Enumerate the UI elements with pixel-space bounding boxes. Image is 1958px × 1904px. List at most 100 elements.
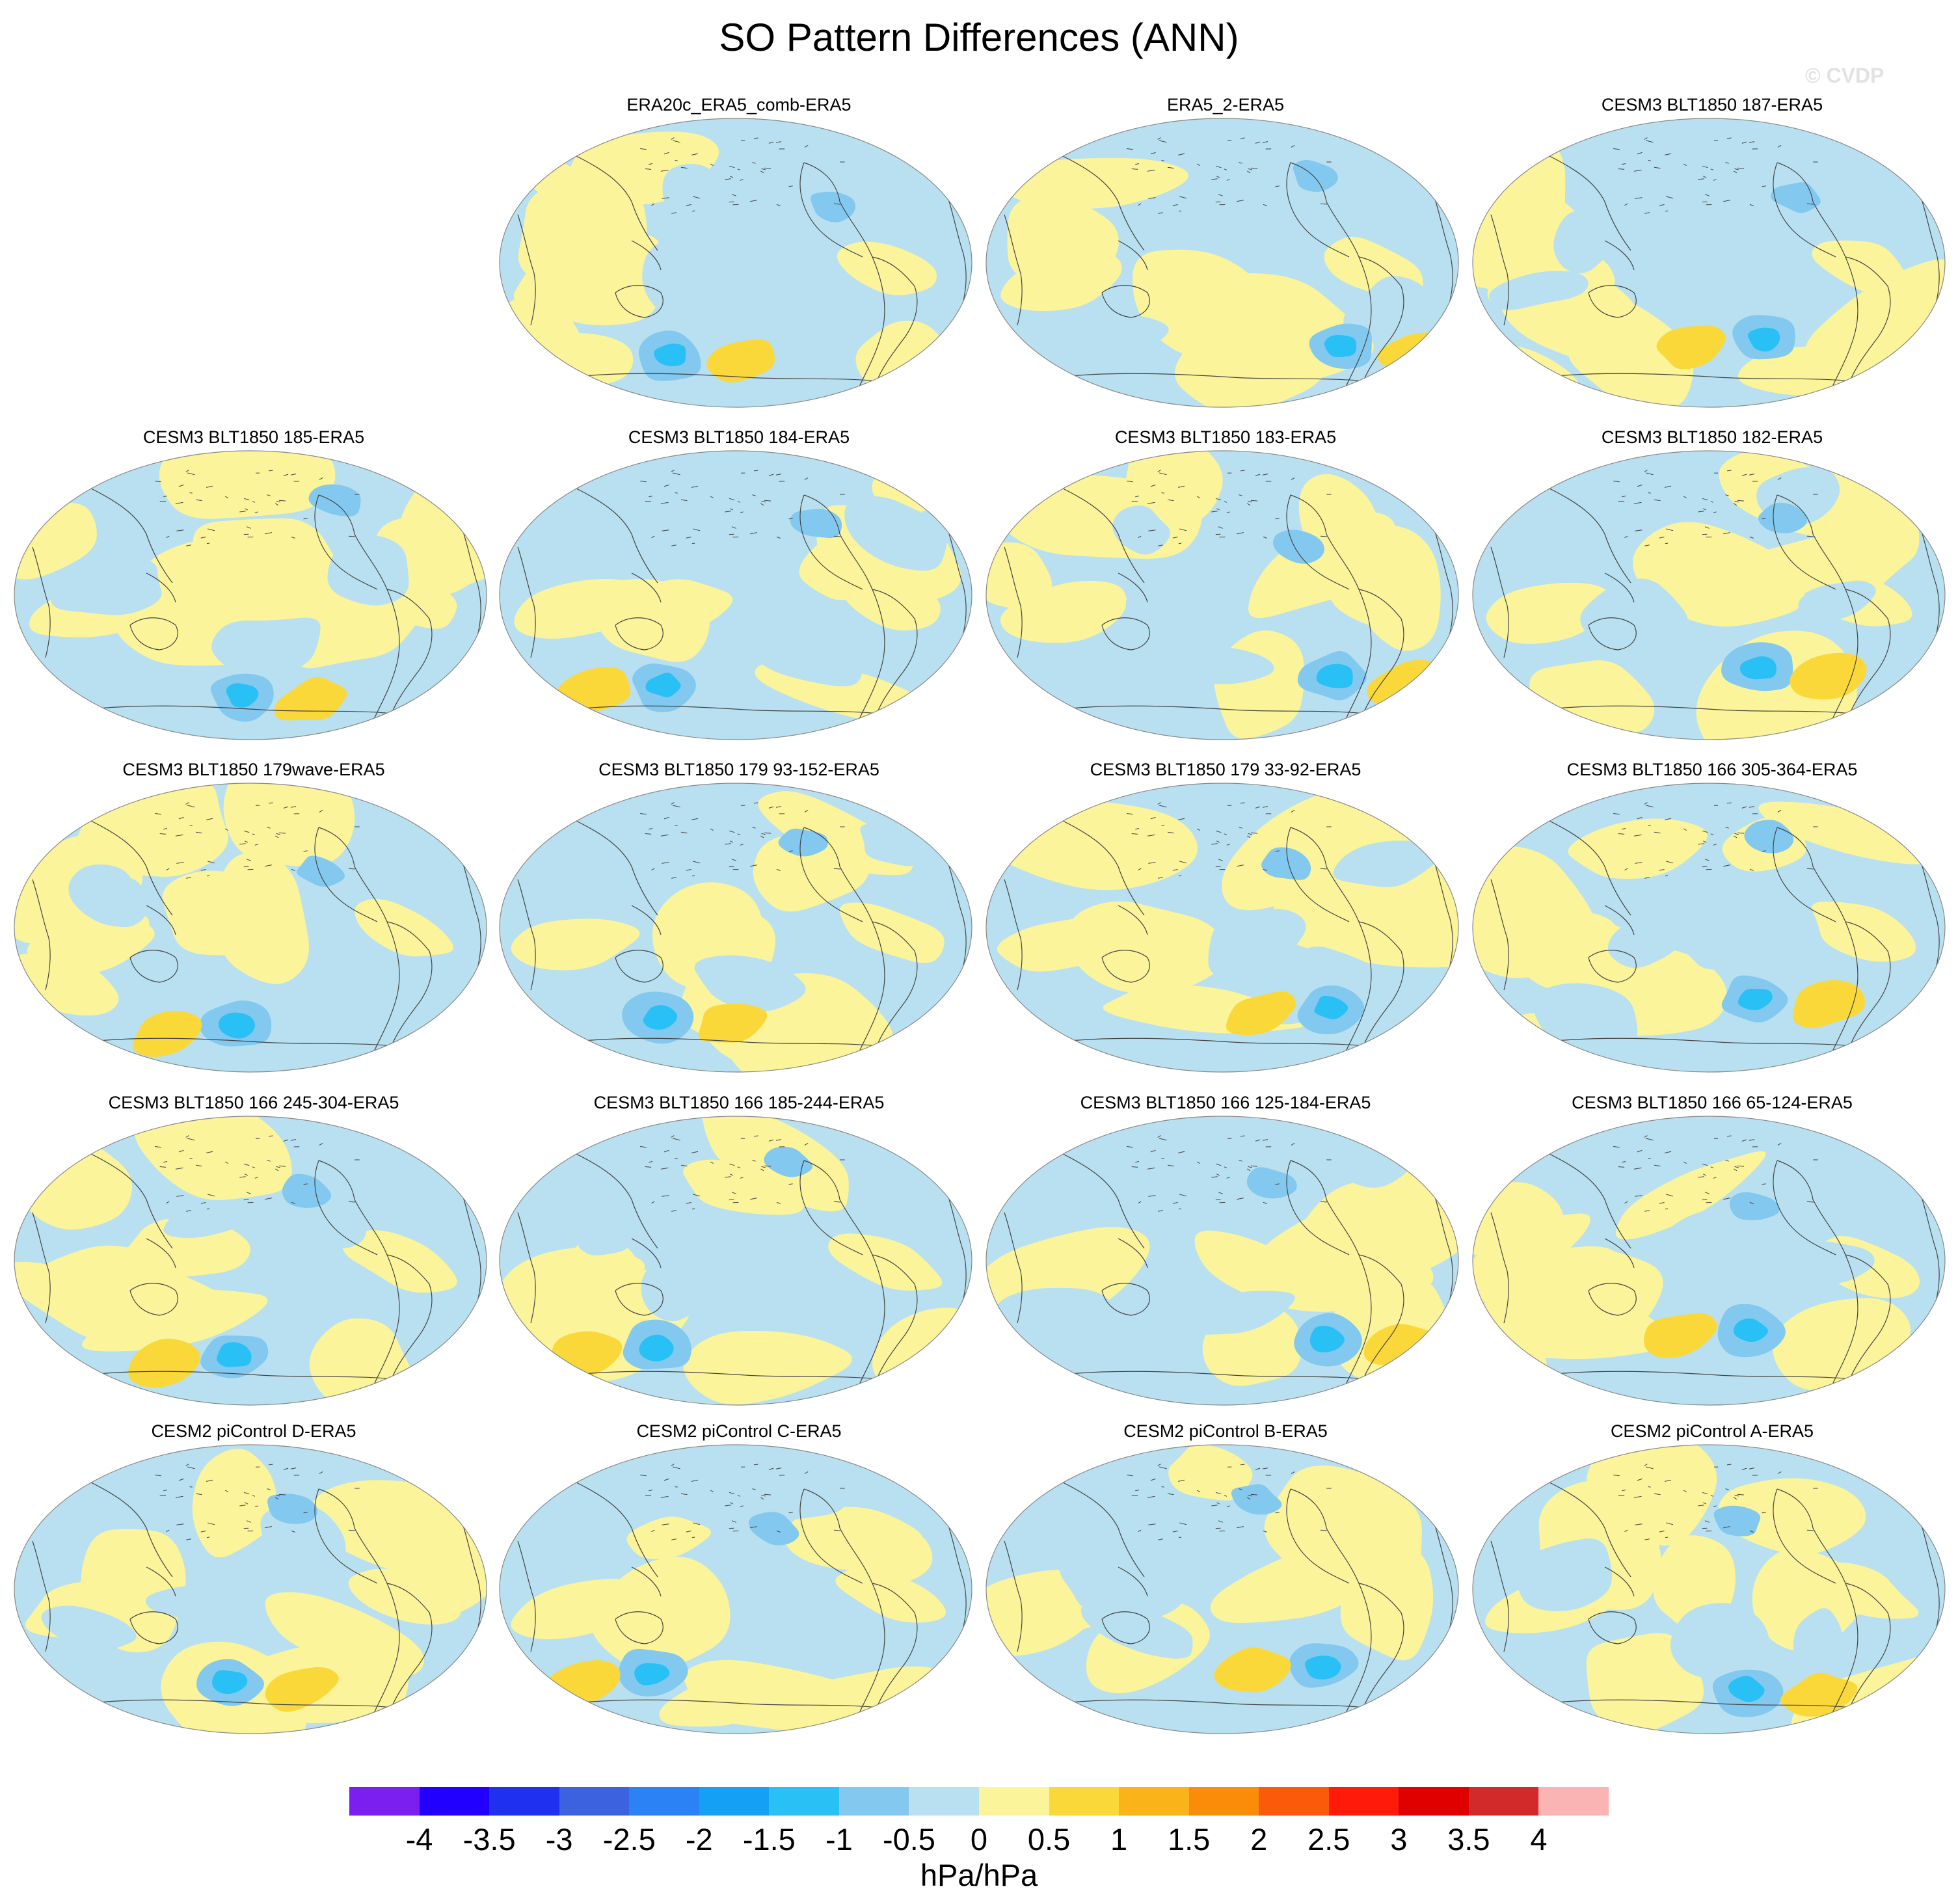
anomaly-region xyxy=(1643,1313,1717,1358)
anomaly-region xyxy=(1553,211,1615,274)
anomaly-region xyxy=(1616,1151,1766,1240)
anomaly-region xyxy=(1324,335,1357,358)
map-panel: CESM3 BLT1850 187-ERA5 xyxy=(1471,94,1953,419)
anomaly-region xyxy=(1518,1538,1613,1611)
anomaly-region xyxy=(1587,1445,1717,1546)
anomaly-region xyxy=(274,677,347,721)
anomaly-region xyxy=(837,241,937,295)
colorbar-swatch xyxy=(629,1787,700,1816)
anomaly-region xyxy=(645,673,681,697)
robinson-map xyxy=(499,1444,972,1734)
colorbar-tick-label: 4 xyxy=(1530,1822,1548,1857)
anomaly-region xyxy=(1793,980,1865,1028)
anomaly-region xyxy=(1729,1192,1780,1220)
map-panel: CESM3 BLT1850 166 245-304-ERA5 xyxy=(13,1092,494,1417)
colorbar-swatch xyxy=(1538,1787,1609,1816)
anomaly-region xyxy=(1194,1230,1346,1312)
anomaly-region xyxy=(662,163,720,235)
panel-title: CESM3 BLT1850 179 33-92-ERA5 xyxy=(1090,760,1361,779)
anomaly-region xyxy=(641,1259,704,1322)
panel-title: CESM3 BLT1850 166 185-244-ERA5 xyxy=(593,1093,885,1112)
anomaly-region xyxy=(1661,1208,1739,1259)
colorbar-swatch xyxy=(349,1787,420,1816)
robinson-map xyxy=(499,118,972,408)
anomaly-region xyxy=(997,914,1132,972)
map-panel: CESM2 piControl D-ERA5 xyxy=(13,1420,494,1745)
anomaly-region xyxy=(342,1230,457,1293)
map-panel: ERA5_2-ERA5 xyxy=(985,94,1466,419)
colorbar-swatch xyxy=(1188,1787,1259,1816)
anomaly-region xyxy=(282,1173,332,1208)
colorbar-swatch xyxy=(489,1787,560,1816)
anomaly-region xyxy=(626,1516,711,1559)
anomaly-region xyxy=(1670,1603,1771,1680)
robinson-map xyxy=(14,1444,487,1734)
anomaly-region xyxy=(1322,1567,1432,1621)
anomaly-region xyxy=(315,1192,367,1248)
anomaly-region xyxy=(839,572,941,631)
anomaly-region xyxy=(634,1663,670,1685)
anomaly-region xyxy=(748,1512,799,1546)
panel-title: CESM3 BLT1850 179 93-152-ERA5 xyxy=(598,760,879,779)
colorbar-tick-label: -2 xyxy=(685,1822,713,1857)
anomaly-region xyxy=(1231,1484,1282,1515)
robinson-map xyxy=(1472,118,1946,408)
map-panel: CESM2 piControl C-ERA5 xyxy=(498,1420,980,1745)
colorbar-swatch xyxy=(559,1787,630,1816)
colorbar-tick-label: 0.5 xyxy=(1027,1822,1071,1857)
anomaly-region xyxy=(828,1233,943,1291)
anomaly-region xyxy=(1739,656,1777,680)
map-panel: CESM3 BLT1850 179 93-152-ERA5 xyxy=(498,758,980,1084)
colorbar xyxy=(349,1787,1609,1816)
anomaly-region xyxy=(1758,502,1807,533)
colorbar-tick-label: 2 xyxy=(1250,1822,1268,1857)
robinson-map xyxy=(1472,1444,1946,1734)
robinson-map xyxy=(1472,450,1946,740)
anomaly-region xyxy=(1473,1246,1621,1306)
anomaly-region xyxy=(694,955,806,1012)
anomaly-region xyxy=(163,1200,245,1239)
panel-title: CESM3 BLT1850 166 305-364-ERA5 xyxy=(1566,760,1858,779)
map-panel: CESM2 piControl A-ERA5 xyxy=(1471,1420,1953,1745)
anomaly-region xyxy=(1486,582,1613,644)
anomaly-region xyxy=(639,1334,674,1361)
anomaly-region xyxy=(986,1249,1131,1305)
panel-title: CESM3 BLT1850 183-ERA5 xyxy=(1114,427,1337,447)
panel-title: CESM3 BLT1850 187-ERA5 xyxy=(1601,95,1823,114)
anomaly-region xyxy=(1728,1676,1765,1702)
robinson-map xyxy=(499,450,972,740)
colorbar-tick-label: -1 xyxy=(825,1822,853,1857)
anomaly-region xyxy=(1482,911,1618,976)
colorbar-swatch xyxy=(909,1787,980,1816)
anomaly-region xyxy=(1155,646,1274,684)
anomaly-region xyxy=(1815,1175,1912,1215)
colorbar-swatch xyxy=(1049,1787,1120,1816)
anomaly-region xyxy=(1060,1533,1186,1620)
anomaly-region xyxy=(265,1667,339,1712)
anomaly-region xyxy=(683,1159,811,1215)
anomaly-region xyxy=(614,579,733,634)
anomaly-region xyxy=(514,579,641,639)
colorbar-tick-label: 3 xyxy=(1390,1822,1408,1857)
anomaly-region xyxy=(212,1670,248,1694)
anomaly-region xyxy=(1758,801,1937,865)
anomaly-region xyxy=(1326,567,1427,628)
anomaly-region xyxy=(1580,578,1688,647)
colorbar-tick-label: -1.5 xyxy=(742,1822,796,1857)
anomaly-region xyxy=(1208,909,1306,979)
panel-title: CESM2 piControl A-ERA5 xyxy=(1610,1421,1814,1441)
anomaly-region xyxy=(643,1005,678,1030)
anomaly-region xyxy=(134,1116,292,1200)
panel-title: CESM2 piControl D-ERA5 xyxy=(151,1421,356,1441)
anomaly-region xyxy=(576,1215,632,1256)
anomaly-region xyxy=(1226,991,1296,1036)
robinson-map xyxy=(14,1116,487,1406)
panel-title: CESM2 piControl B-ERA5 xyxy=(1123,1421,1328,1441)
anomaly-region xyxy=(308,484,361,516)
robinson-map xyxy=(986,450,1459,740)
anomaly-region xyxy=(790,509,842,539)
anomaly-region xyxy=(1073,817,1166,883)
anomaly-region xyxy=(1771,182,1821,213)
anomaly-region xyxy=(511,1579,650,1640)
robinson-map xyxy=(499,783,972,1073)
